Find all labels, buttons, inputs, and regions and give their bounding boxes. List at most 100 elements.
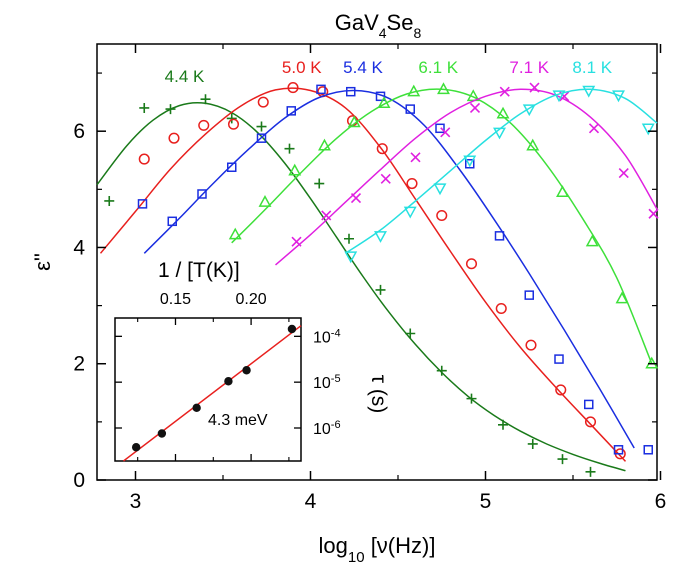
- data-point-plus: [466, 393, 477, 404]
- x-tick-label: 3: [130, 490, 142, 513]
- data-point-circle: [495, 302, 507, 315]
- inset-background: [115, 318, 301, 461]
- series-5-4-K: 5.4 K: [137, 58, 653, 455]
- data-point-square: [613, 445, 624, 455]
- data-point-triangle: [318, 138, 331, 151]
- data-point-triangle: [407, 84, 421, 97]
- data-point-cross: [350, 192, 362, 204]
- data-point-square: [494, 231, 505, 241]
- inset-frame: [114, 317, 302, 462]
- data-point-cross: [469, 102, 481, 114]
- data-point-square: [554, 354, 564, 364]
- data-point-triangle: [347, 115, 361, 128]
- series-label: 5.4 K: [343, 58, 383, 77]
- inset-axes-ticks: 0.15 0.20 10-4 10-5 10-6: [115, 291, 341, 461]
- data-point-triangle: [556, 185, 569, 197]
- main-plot-area: 4.4 K 5.0 K 5.4 K 6.1 K 7.1 K 8.1 K: [96, 58, 659, 477]
- fit-curve: [275, 88, 658, 266]
- data-point-circle: [436, 209, 448, 222]
- data-point-triangle-down: [463, 155, 477, 168]
- data-point-triangle: [258, 195, 272, 207]
- data-point-square: [405, 104, 415, 114]
- x-axis-title: log10 [ν(Hz)]: [319, 533, 436, 566]
- data-point-square: [465, 159, 475, 169]
- data-point-plus: [527, 438, 538, 449]
- inset-data-point: [242, 366, 251, 375]
- data-point-circle: [138, 153, 150, 165]
- data-point-circle: [287, 82, 299, 94]
- data-point-triangle-down: [493, 127, 506, 140]
- data-point-triangle: [496, 106, 510, 119]
- series-label: 6.1 K: [418, 58, 458, 77]
- data-point-plus: [139, 102, 150, 113]
- data-point-square: [643, 445, 653, 455]
- fit-curve: [345, 88, 658, 254]
- y-tick-label: 0: [73, 469, 85, 492]
- data-point-circle: [227, 118, 240, 130]
- plot-frame: [96, 43, 658, 481]
- data-point-plus: [375, 284, 386, 295]
- fit-curve: [96, 102, 626, 472]
- data-point-circle: [376, 143, 388, 155]
- data-point-plus: [498, 419, 508, 430]
- series-4-4-K: 4.4 K: [96, 67, 626, 477]
- data-point-square: [286, 106, 296, 116]
- series-label: 4.4 K: [165, 67, 205, 86]
- data-point-square: [375, 91, 386, 102]
- data-point-square: [316, 84, 326, 95]
- inset-fit-line: [123, 325, 302, 462]
- series-7-1-K: 7.1 K: [275, 58, 659, 266]
- inset-y-tick-label: 10-5: [313, 373, 341, 392]
- data-point-circle: [584, 416, 597, 428]
- data-point-cross: [440, 127, 451, 138]
- data-point-triangle-down: [344, 251, 358, 264]
- data-point-triangle: [526, 138, 540, 151]
- data-point-triangle-down: [612, 90, 625, 103]
- inset-data-point: [192, 403, 201, 413]
- inset-plot-area: [123, 324, 302, 462]
- data-point-triangle: [228, 227, 242, 240]
- data-point-triangle: [288, 163, 302, 176]
- data-point-triangle: [585, 234, 599, 247]
- data-point-plus: [104, 195, 115, 206]
- data-point-cross: [410, 152, 421, 163]
- data-point-plus: [557, 454, 568, 465]
- data-point-cross: [380, 173, 391, 184]
- data-point-cross: [648, 208, 659, 219]
- inset-data-point: [224, 377, 233, 386]
- series-label: 7.1 K: [509, 58, 549, 77]
- data-point-cross: [499, 86, 510, 97]
- data-point-triangle: [377, 96, 391, 109]
- inset-data-point: [157, 429, 167, 438]
- y-tick-label: 6: [73, 120, 85, 143]
- data-point-plus: [585, 466, 596, 477]
- inset-x-tick-label: 0.20: [236, 291, 267, 308]
- data-point-triangle: [615, 291, 629, 304]
- y-tick-label: 4: [73, 236, 85, 259]
- data-point-triangle-down: [582, 85, 596, 98]
- data-point-triangle-down: [552, 90, 566, 103]
- x-tick-label: 4: [305, 490, 317, 513]
- data-point-circle: [168, 132, 180, 144]
- data-point-square: [167, 216, 177, 227]
- data-point-plus: [344, 233, 354, 244]
- data-point-plus: [284, 143, 295, 154]
- data-point-triangle: [645, 356, 659, 369]
- data-point-circle: [406, 177, 418, 190]
- data-point-square: [137, 199, 148, 209]
- chart-title: GaV4Se8: [335, 10, 422, 41]
- data-point-circle: [257, 96, 269, 108]
- inset-data-point: [131, 443, 141, 452]
- data-point-cross: [291, 236, 302, 247]
- data-point-circle: [198, 119, 210, 131]
- data-point-circle: [555, 384, 567, 396]
- data-point-circle: [525, 339, 537, 351]
- main-axes-ticks: 3 4 5 6 0 2 4 6: [73, 44, 666, 513]
- data-point-square: [256, 133, 267, 143]
- fit-curve: [231, 88, 653, 364]
- series-label: 8.1 K: [572, 58, 612, 77]
- series-8-1-K: 8.1 K: [344, 58, 658, 264]
- series-5-0-K: 5.0 K: [99, 58, 627, 462]
- data-point-cross: [529, 82, 540, 93]
